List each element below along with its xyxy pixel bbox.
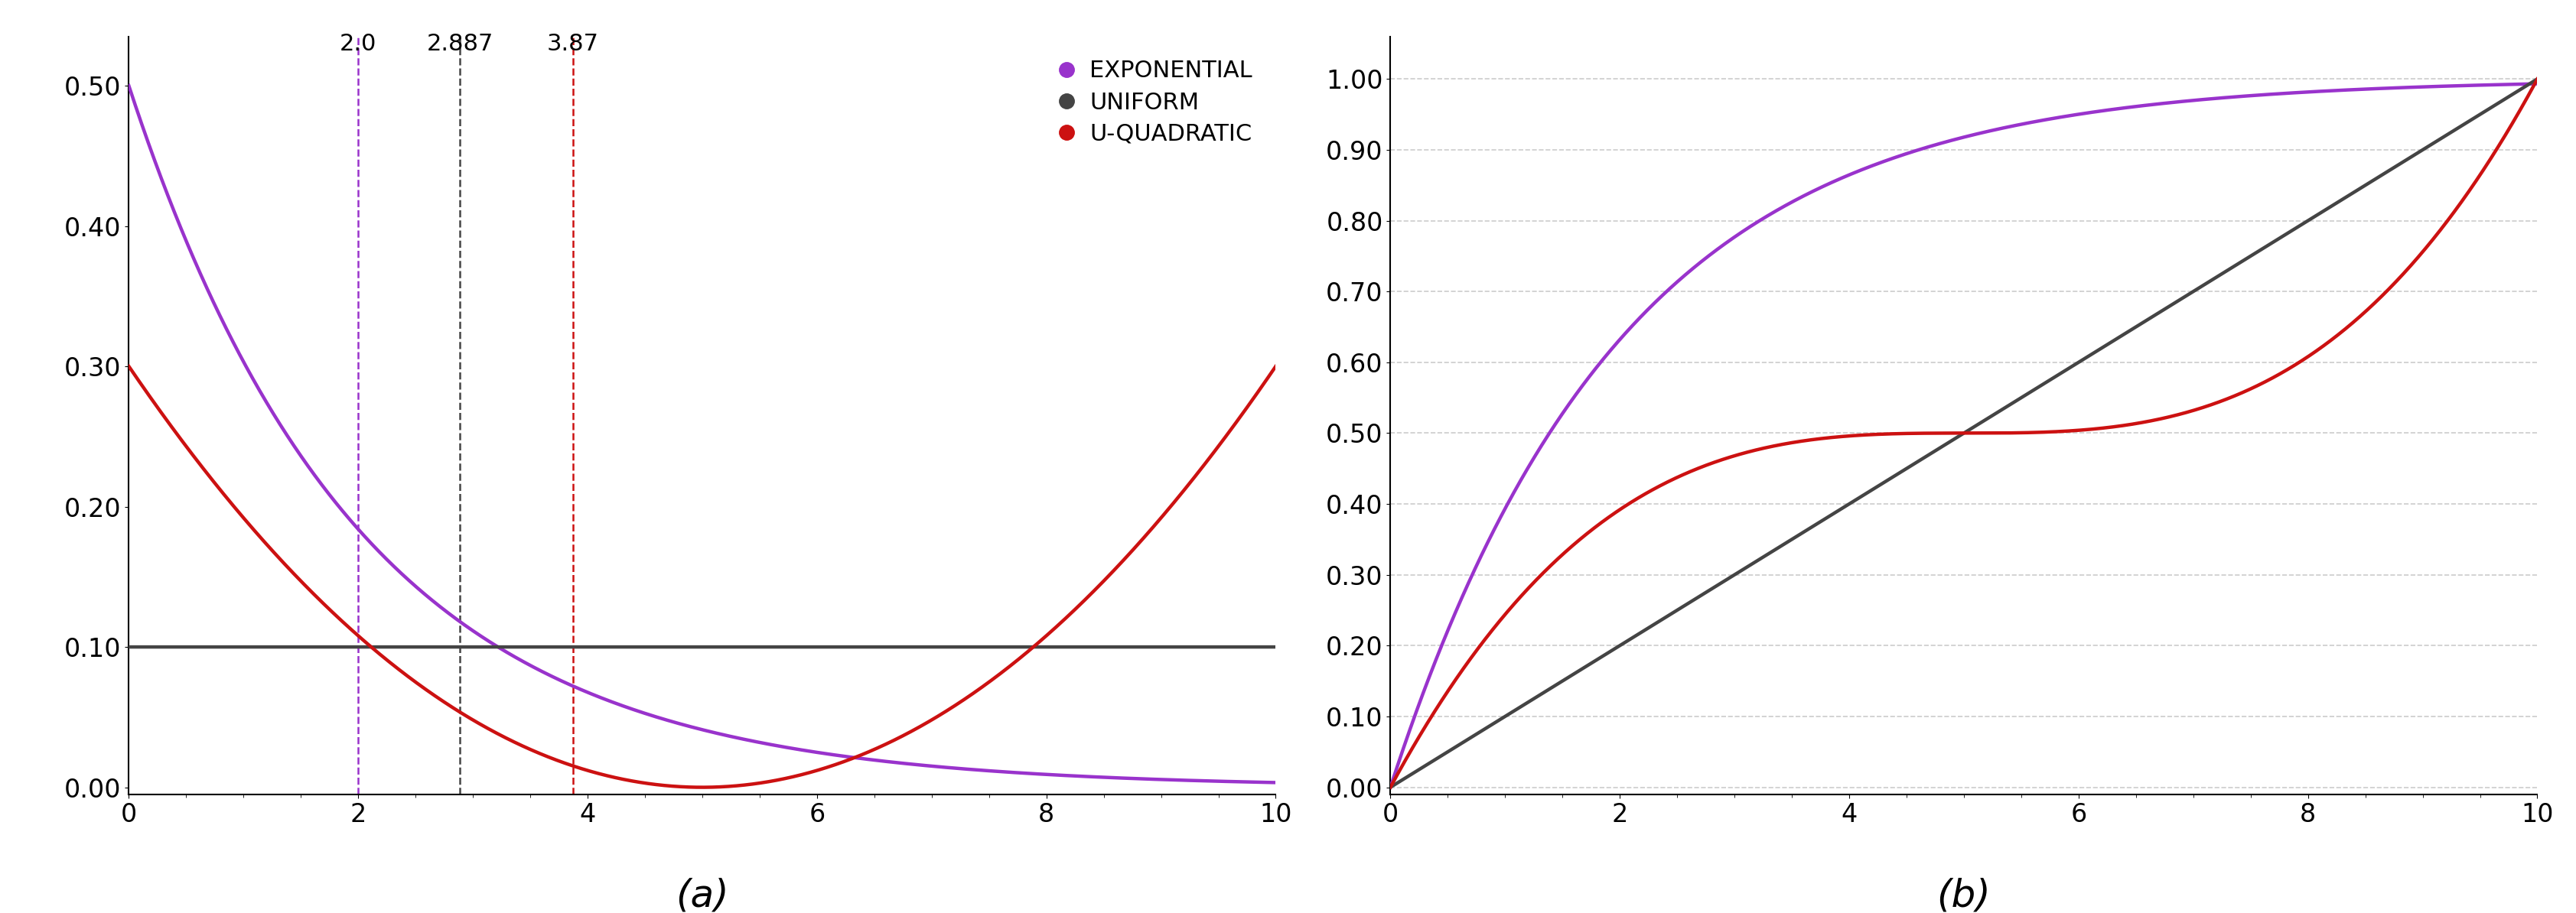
Text: 3.87: 3.87 bbox=[546, 33, 598, 55]
Legend: EXPONENTIAL, UNIFORM, U-QUADRATIC: EXPONENTIAL, UNIFORM, U-QUADRATIC bbox=[1046, 48, 1265, 157]
Text: (b): (b) bbox=[1937, 877, 1991, 913]
Text: 2.0: 2.0 bbox=[340, 33, 376, 55]
Text: (a): (a) bbox=[675, 877, 729, 913]
Text: 2.887: 2.887 bbox=[428, 33, 495, 55]
